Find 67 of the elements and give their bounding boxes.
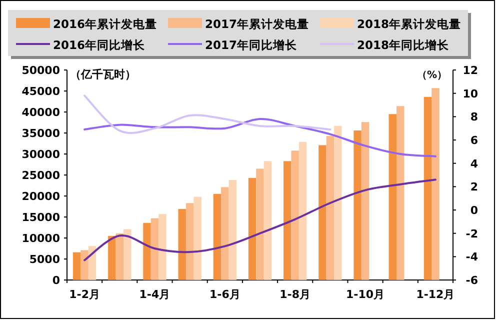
x-tick-label: 1-4月 (139, 288, 170, 301)
x-tick-label: 1-6月 (209, 288, 240, 301)
x-tick-label: 1-8月 (280, 288, 311, 301)
y-tick-label: 30000 (22, 148, 60, 161)
y2-tick-label: 2 (470, 180, 478, 194)
bar (326, 136, 334, 280)
bar (318, 145, 326, 280)
bar (361, 122, 370, 280)
line-series (84, 178, 436, 262)
y2-tick-label: 12 (462, 64, 478, 77)
bar (388, 114, 397, 280)
bar (264, 161, 272, 280)
y-tick-label: 10000 (22, 232, 60, 245)
y2-axis-title: （%） (416, 70, 447, 81)
legend-label: 2016年累计发电量 (53, 17, 158, 31)
y2-tick-label: 4 (470, 157, 478, 170)
bar (213, 194, 222, 280)
bar (396, 106, 404, 280)
bar (123, 229, 132, 280)
bar (108, 236, 116, 280)
y2-tick-label: 10 (462, 87, 478, 100)
bar (298, 142, 307, 280)
bar (158, 214, 166, 280)
line-series (84, 118, 436, 158)
bar (88, 246, 96, 280)
y-tick-label: 50000 (22, 64, 60, 77)
x-tick-label: 1-12月 (416, 288, 455, 301)
bar (256, 168, 264, 280)
y-axis-title: （亿千瓦时） (70, 68, 136, 81)
x-tick-label: 1-2月 (69, 288, 100, 301)
y-tick-label: 15000 (22, 211, 60, 224)
bar (143, 222, 151, 280)
legend-label: 2016年同比增长 (53, 38, 146, 52)
bar (354, 130, 362, 280)
bar (186, 203, 194, 280)
y-tick-label: 45000 (22, 85, 60, 98)
y-tick-label: 40000 (22, 106, 60, 119)
bar (248, 178, 256, 280)
bar (228, 180, 236, 280)
bar (284, 161, 292, 280)
bar (334, 126, 342, 280)
y2-tick-label: 8 (470, 110, 478, 124)
bar (194, 196, 202, 280)
bar (150, 218, 159, 280)
legend-label: 2018年累计发电量 (357, 17, 462, 31)
y2-tick-label: -4 (466, 250, 478, 264)
bar (178, 209, 186, 280)
x-tick-label: 1-10月 (346, 288, 385, 301)
y-tick-label: 35000 (22, 127, 60, 140)
y-tick-label: 20000 (22, 190, 60, 203)
y2-tick-label: -2 (466, 227, 478, 240)
legend-label: 2018年同比增长 (357, 38, 450, 52)
y-tick-label: 5000 (29, 253, 60, 266)
bar (424, 96, 432, 280)
y2-tick-label: -6 (466, 274, 478, 287)
bar (80, 250, 88, 280)
bar (291, 150, 299, 280)
y2-tick-label: 0 (470, 204, 478, 217)
bar (221, 187, 229, 280)
bar (432, 88, 440, 280)
bar (116, 233, 124, 280)
bar (72, 252, 81, 280)
y-tick-label: 0 (52, 274, 60, 287)
y2-tick-label: 6 (470, 134, 478, 147)
y-tick-label: 25000 (22, 169, 60, 182)
legend-label: 2017年同比增长 (205, 38, 298, 52)
legend-label: 2017年累计发电量 (205, 17, 310, 31)
